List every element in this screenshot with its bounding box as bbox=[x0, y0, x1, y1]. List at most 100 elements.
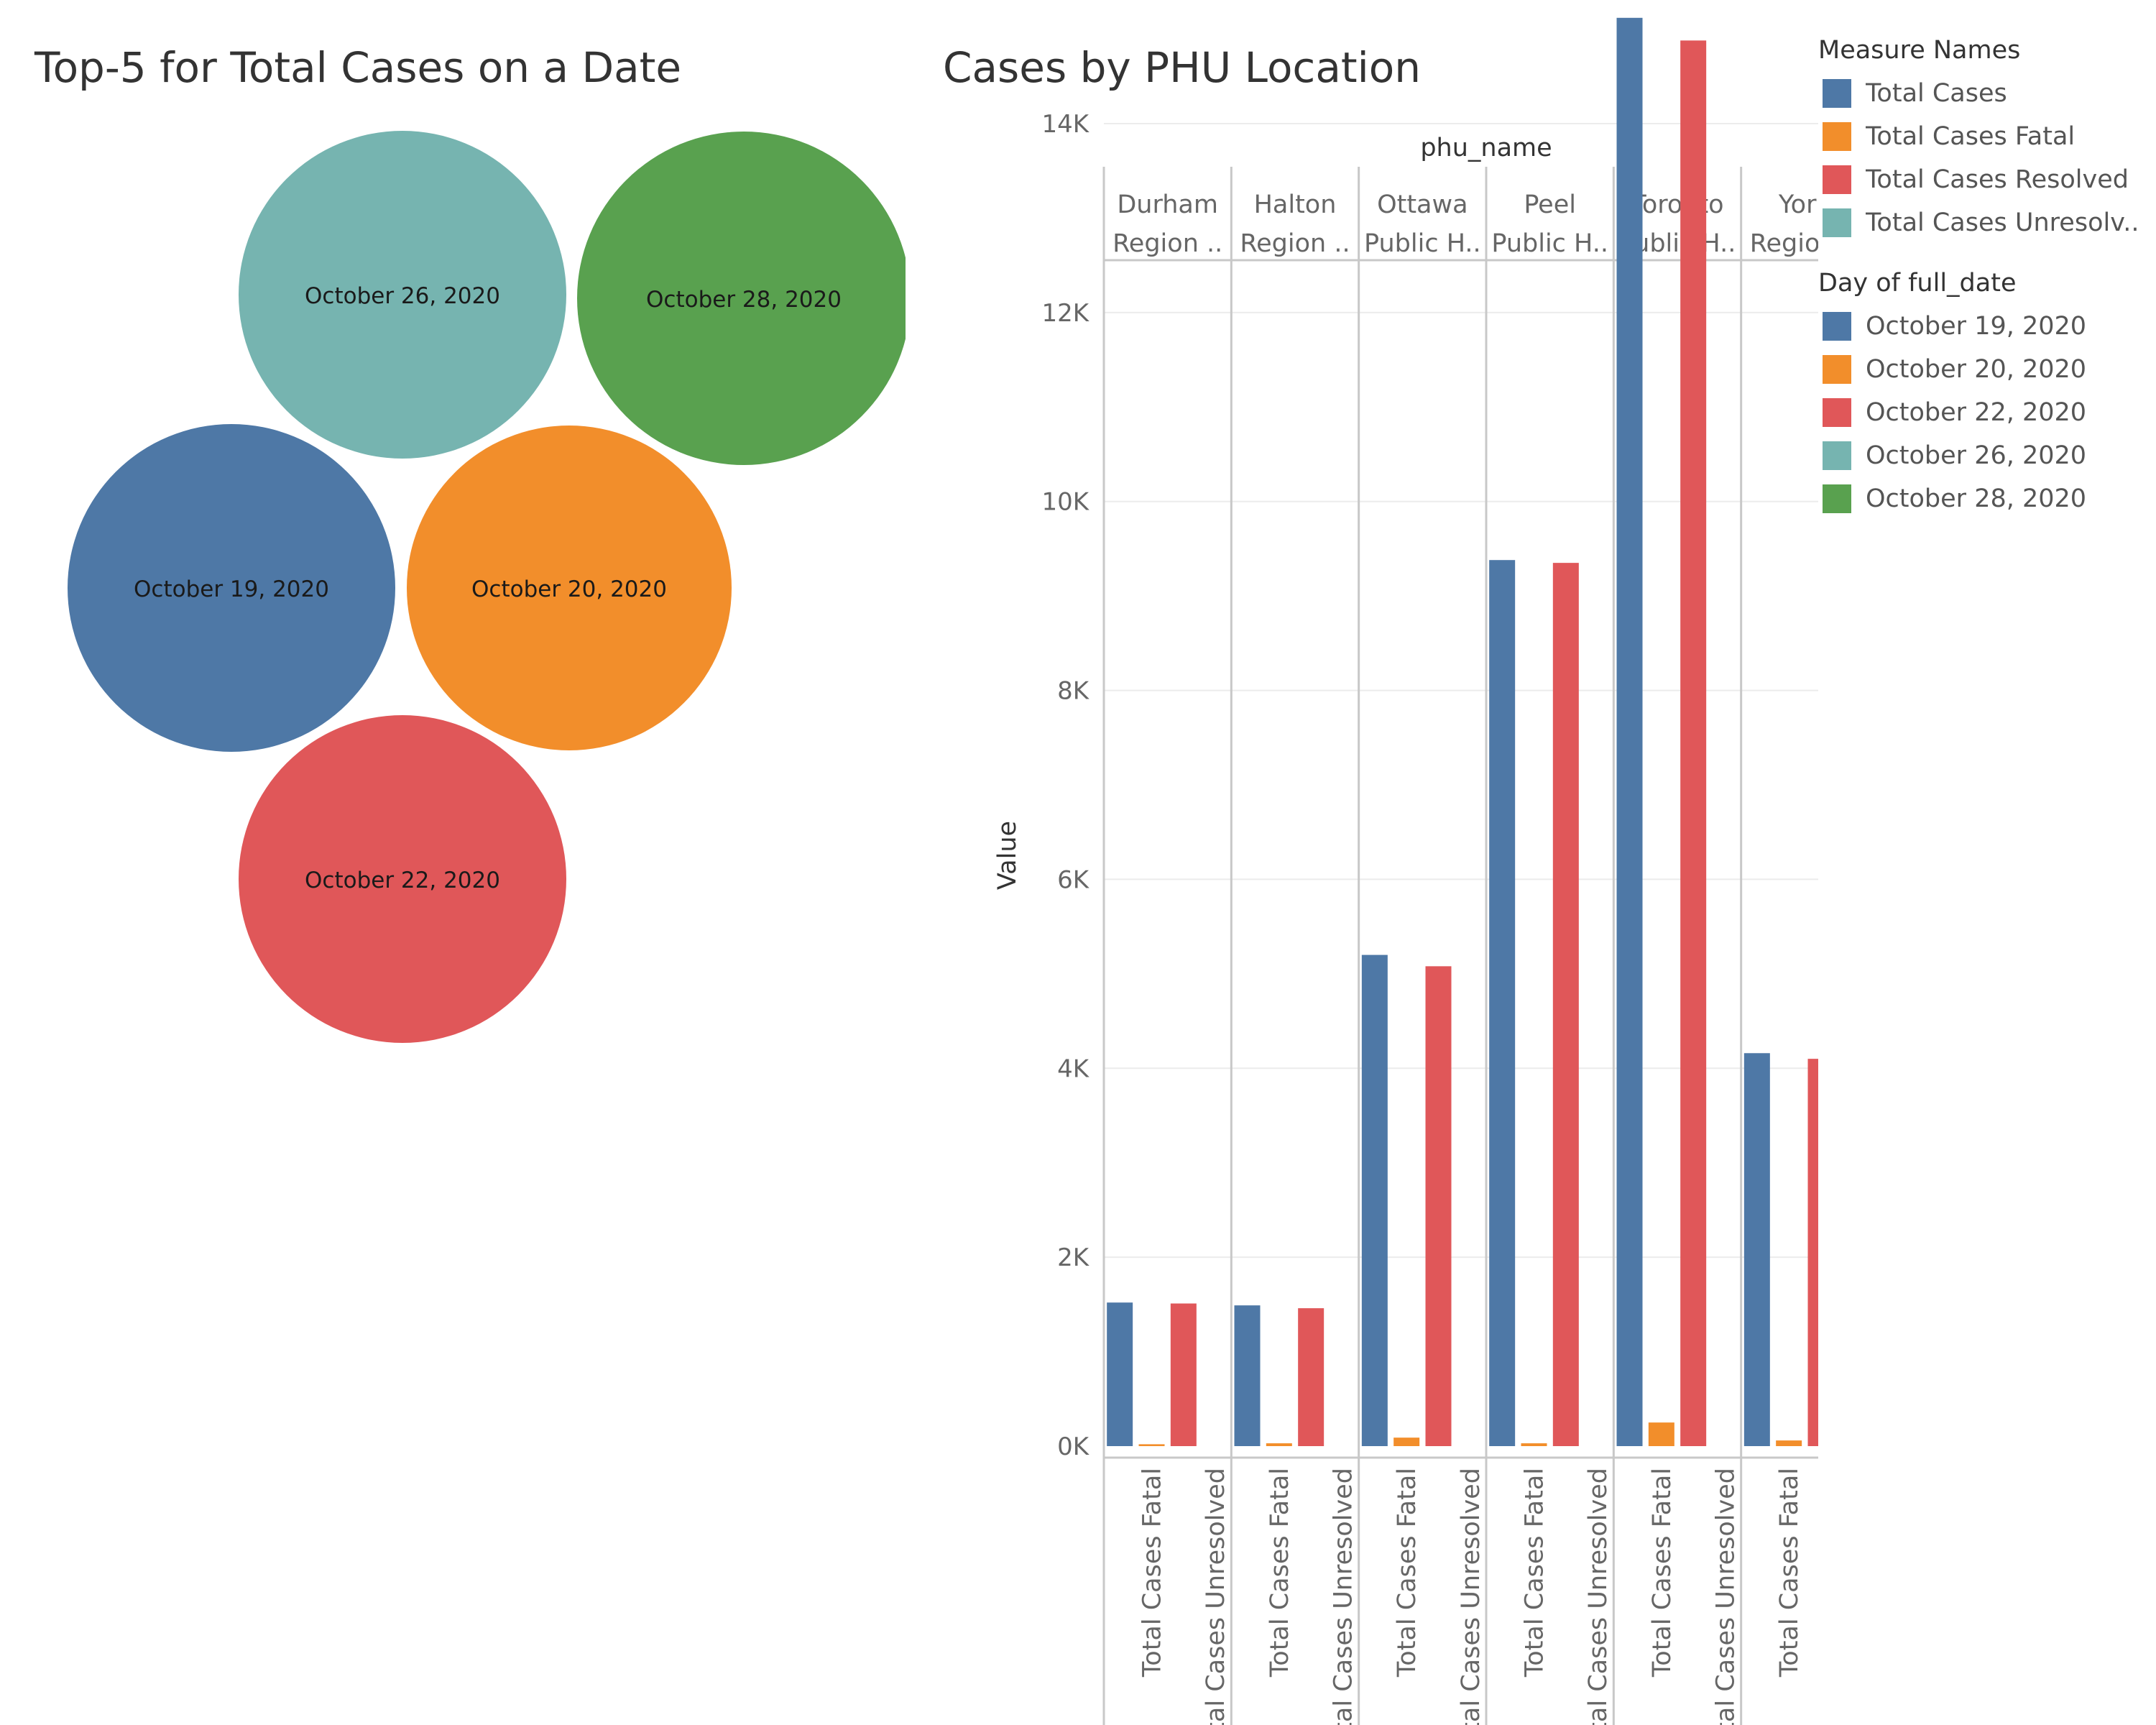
legend-title-day-of-full-date: Day of full_date bbox=[1818, 269, 2017, 298]
group-label: Ottawa bbox=[1377, 190, 1468, 219]
column-header-phu-name: phu_name bbox=[1420, 134, 1552, 162]
legend-measure-item[interactable]: Total Cases Resolved bbox=[1818, 158, 2156, 201]
legend-swatch bbox=[1823, 165, 1851, 194]
bar[interactable] bbox=[1680, 40, 1707, 1446]
legend-label: October 20, 2020 bbox=[1866, 355, 2087, 384]
bar[interactable] bbox=[1393, 1438, 1420, 1446]
bar[interactable] bbox=[1266, 1443, 1292, 1446]
bar[interactable] bbox=[1648, 1422, 1674, 1446]
legend-day-of-full-date: October 19, 2020 October 20, 2020 October … bbox=[1818, 305, 2156, 520]
y-tick-label: 4K bbox=[1057, 1054, 1090, 1083]
y-tick-label: 14K bbox=[1041, 110, 1089, 139]
bubble-label: October 28, 2020 bbox=[646, 287, 842, 313]
group-label: York bbox=[1778, 190, 1818, 219]
x-tick-label: Total Cases Fatal bbox=[1775, 1468, 1804, 1678]
bubble-label: October 26, 2020 bbox=[305, 283, 500, 309]
bar[interactable] bbox=[1616, 17, 1643, 1446]
bubble-circle bbox=[68, 424, 395, 752]
legend-swatch bbox=[1823, 441, 1851, 470]
legend-measure-item[interactable]: Total Cases Fatal bbox=[1818, 115, 2156, 158]
bar[interactable] bbox=[1298, 1308, 1325, 1446]
bar[interactable] bbox=[1425, 966, 1452, 1446]
group-label: Peel bbox=[1524, 190, 1576, 219]
bar[interactable] bbox=[1521, 1443, 1547, 1446]
bar[interactable] bbox=[1489, 560, 1516, 1447]
group-label: Public H.. bbox=[1491, 229, 1608, 258]
group-label: Toronto bbox=[1630, 190, 1723, 219]
bubble[interactable]: October 19, 2020 bbox=[68, 424, 395, 752]
bubble-chart: October 26, 2020 October 28, 2020 October … bbox=[68, 131, 906, 1043]
y-tick-label: 10K bbox=[1041, 488, 1089, 517]
bar-chart: phu_name 0K 2K 4K 6K 8K 10K 12K 14K Value Durham Re… bbox=[993, 17, 1819, 1725]
bar[interactable] bbox=[1107, 1302, 1133, 1446]
y-tick-label: 6K bbox=[1057, 865, 1090, 894]
legend-swatch bbox=[1823, 484, 1851, 513]
bar[interactable] bbox=[1776, 1440, 1802, 1446]
bubble-label: October 19, 2020 bbox=[134, 576, 329, 602]
x-tick-label: Total Cases Fatal bbox=[1521, 1468, 1549, 1678]
y-tick-label: 0K bbox=[1057, 1432, 1090, 1461]
bar[interactable] bbox=[1170, 1303, 1197, 1446]
legend-day-item[interactable]: October 19, 2020 bbox=[1818, 305, 2156, 348]
bar[interactable] bbox=[1807, 1059, 1819, 1446]
bar[interactable] bbox=[1552, 563, 1579, 1447]
bubble-label: October 22, 2020 bbox=[305, 868, 500, 893]
x-tick-label: Total Cases Unresolved bbox=[1457, 1468, 1485, 1725]
y-tick-label: 2K bbox=[1057, 1243, 1090, 1272]
legend-day-item[interactable]: October 22, 2020 bbox=[1818, 391, 2156, 434]
x-tick-label: Total Cases Unresolved bbox=[1202, 1468, 1230, 1725]
bar[interactable] bbox=[1743, 1053, 1770, 1446]
bar[interactable] bbox=[1361, 954, 1388, 1446]
legend-swatch bbox=[1823, 398, 1851, 427]
group-label: Region .. bbox=[1240, 229, 1350, 258]
x-tick-label: Total Cases Fatal bbox=[1138, 1468, 1167, 1678]
group-label: Region .. bbox=[1750, 229, 1818, 258]
bubble-label: October 20, 2020 bbox=[471, 576, 667, 602]
group-label: Region .. bbox=[1112, 229, 1222, 258]
legend-label: Total Cases Unresolv.. bbox=[1866, 208, 2139, 237]
x-tick-label: Total Cases Unresolved bbox=[1712, 1468, 1741, 1725]
x-tick-label: Total Cases Fatal bbox=[1393, 1468, 1422, 1678]
y-tick-label: 8K bbox=[1057, 677, 1090, 706]
legend-measure-names: Total Cases Total Cases Fatal Total Cases … bbox=[1818, 72, 2156, 244]
legend-label: Total Cases Resolved bbox=[1866, 165, 2129, 194]
bubble-circle bbox=[239, 131, 566, 459]
legend-swatch bbox=[1823, 122, 1851, 151]
bar[interactable] bbox=[1138, 1444, 1165, 1446]
legend-label: October 28, 2020 bbox=[1866, 484, 2087, 513]
legend-day-item[interactable]: October 26, 2020 bbox=[1818, 434, 2156, 477]
y-axis-label: Value bbox=[993, 821, 1022, 890]
group-label: Durham bbox=[1117, 190, 1218, 219]
legend-panel: Measure Names Total Cases Total Cases Fat… bbox=[1818, 29, 2156, 520]
bar[interactable] bbox=[1234, 1305, 1261, 1446]
legend-measure-item[interactable]: Total Cases Unresolv.. bbox=[1818, 201, 2156, 244]
legend-label: October 22, 2020 bbox=[1866, 398, 2087, 427]
bar-chart-title: Cases by PHU Location bbox=[943, 43, 1421, 92]
legend-label: October 19, 2020 bbox=[1866, 312, 2087, 341]
legend-swatch bbox=[1823, 208, 1851, 237]
legend-swatch bbox=[1823, 355, 1851, 384]
legend-swatch bbox=[1823, 79, 1851, 108]
bubble-chart-title: Top-5 for Total Cases on a Date bbox=[34, 43, 682, 92]
legend-label: Total Cases Fatal bbox=[1866, 122, 2076, 151]
bubble[interactable]: October 20, 2020 bbox=[407, 426, 732, 750]
bubble-circle bbox=[407, 426, 732, 750]
legend-label: Total Cases bbox=[1866, 79, 2007, 108]
bubble-circle bbox=[577, 132, 906, 465]
legend-day-item[interactable]: October 20, 2020 bbox=[1818, 348, 2156, 391]
x-tick-label: Total Cases Unresolved bbox=[1330, 1468, 1358, 1725]
bubble[interactable]: October 28, 2020 bbox=[577, 132, 906, 465]
legend-measure-item[interactable]: Total Cases bbox=[1818, 72, 2156, 115]
y-tick-label: 12K bbox=[1041, 299, 1089, 328]
legend-title-measure-names: Measure Names bbox=[1818, 36, 2021, 65]
group-label: Public H.. bbox=[1364, 229, 1481, 258]
legend-label: October 26, 2020 bbox=[1866, 441, 2087, 470]
group-label: Halton bbox=[1254, 190, 1337, 219]
bubble[interactable]: October 26, 2020 bbox=[239, 131, 566, 459]
legend-swatch bbox=[1823, 312, 1851, 341]
bubble-circle bbox=[239, 715, 566, 1043]
x-tick-label: Total Cases Unresolved bbox=[1584, 1468, 1613, 1725]
bubble[interactable]: October 22, 2020 bbox=[239, 715, 566, 1043]
x-tick-label: Total Cases Fatal bbox=[1266, 1468, 1294, 1678]
legend-day-item[interactable]: October 28, 2020 bbox=[1818, 477, 2156, 520]
